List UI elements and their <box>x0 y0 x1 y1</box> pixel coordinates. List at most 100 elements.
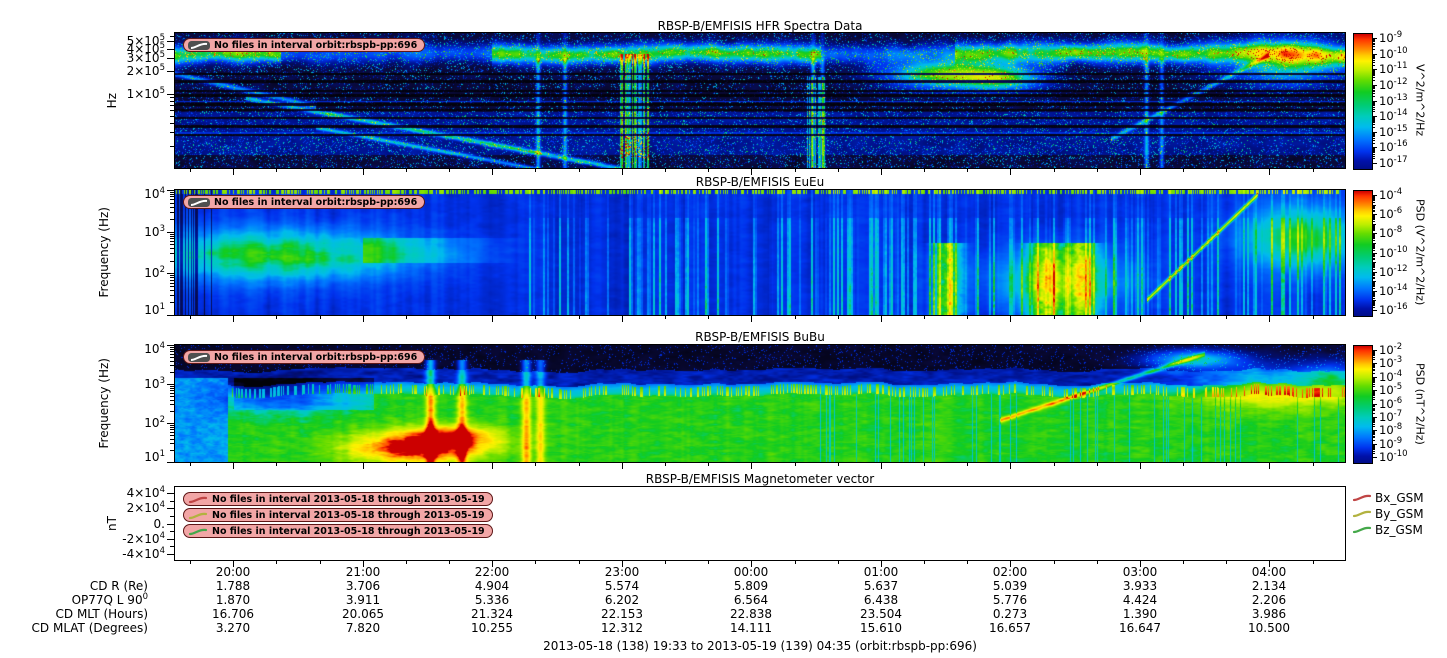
colorbar-minor-tick <box>1372 448 1375 449</box>
colorbar-minor-tick <box>1372 282 1375 283</box>
y-minor-tick <box>170 396 174 397</box>
colorbar-minor-tick <box>1372 391 1375 392</box>
time-tick-label: 23:00 <box>604 565 640 579</box>
colorbar-tick-label: 10-8 <box>1379 422 1403 437</box>
y-tick <box>167 71 174 72</box>
x-tick <box>1269 561 1270 567</box>
colorbar-mid-tick <box>1372 205 1376 206</box>
colorbar-minor-tick <box>1372 283 1375 284</box>
colorbar-minor-tick <box>1372 244 1375 245</box>
table-row-label: CD MLAT (Degrees) <box>31 621 148 635</box>
colorbar-minor-tick <box>1372 272 1375 273</box>
colorbar-minor-tick <box>1372 208 1375 209</box>
colorbar-minor-tick <box>1372 132 1375 133</box>
colorbar-minor-tick <box>1372 352 1375 353</box>
no-data-badge-text: No files in interval orbit:rbspb-pp:696 <box>214 39 418 51</box>
y-minor-tick <box>170 199 174 200</box>
colorbar-tick-label: 10-16 <box>1379 139 1408 154</box>
colorbar-tick-label: 10-10 <box>1379 449 1408 464</box>
colorbar-minor-tick <box>1372 256 1375 257</box>
y-minor-tick <box>170 283 174 284</box>
x-minor-tick <box>406 169 407 172</box>
time-tick-label: 04:00 <box>1251 565 1287 579</box>
no-data-icon <box>188 40 210 50</box>
colorbar-minor-tick <box>1372 394 1375 395</box>
colorbar-minor-tick <box>1372 437 1375 438</box>
colorbar-minor-tick <box>1372 111 1375 112</box>
colorbar-minor-tick <box>1372 117 1375 118</box>
y-tick <box>167 49 174 50</box>
time-tick-label: 00:00 <box>733 565 769 579</box>
x-tick <box>492 169 493 175</box>
colorbar-minor-tick <box>1372 247 1375 248</box>
x-minor-tick <box>1097 463 1098 466</box>
colorbar-minor-tick <box>1372 215 1375 216</box>
colorbar-minor-tick <box>1372 140 1375 141</box>
colorbar-minor-tick <box>1372 107 1375 108</box>
x-minor-tick <box>924 463 925 466</box>
x-tick <box>622 463 623 469</box>
colorbar-minor-tick <box>1372 240 1375 241</box>
x-tick <box>1140 169 1141 175</box>
colorbar-tick-label: 10-12 <box>1379 77 1408 92</box>
colorbar-minor-tick <box>1372 447 1375 448</box>
legend-item: Bz_GSM <box>1352 523 1423 537</box>
colorbar-minor-tick <box>1372 196 1375 197</box>
x-minor-tick <box>535 316 536 319</box>
x-minor-tick <box>665 169 666 172</box>
no-data-badge-text: No files in interval orbit:rbspb-pp:696 <box>214 196 418 208</box>
colorbar-minor-tick <box>1372 134 1375 135</box>
x-minor-tick <box>665 316 666 319</box>
time-tick-label: 22:00 <box>474 565 510 579</box>
colorbar-minor-tick <box>1372 417 1375 418</box>
x-minor-tick <box>838 561 839 564</box>
table-cell: 23.504 <box>860 607 902 621</box>
table-cell: 3.933 <box>1122 579 1158 593</box>
colorbar-minor-tick <box>1372 210 1375 211</box>
colorbar-tick <box>1372 430 1377 431</box>
y-minor-tick <box>170 105 174 106</box>
y-tick-label: 104 <box>144 341 165 356</box>
x-tick <box>881 169 882 175</box>
colorbar-minor-tick <box>1372 359 1375 360</box>
y-minor-tick <box>170 207 174 208</box>
colorbar-tick-label: 10-7 <box>1379 409 1403 424</box>
table-cell: 16.647 <box>1119 621 1161 635</box>
time-tick-label: 21:00 <box>345 565 381 579</box>
colorbar-minor-tick <box>1372 236 1375 237</box>
x-minor-tick <box>190 463 191 466</box>
table-cell: 15.610 <box>860 621 902 635</box>
x-tick <box>881 316 882 322</box>
colorbar-minor-tick <box>1372 238 1375 239</box>
x-minor-tick <box>276 561 277 564</box>
colorbar-minor-tick <box>1372 264 1375 265</box>
colorbar-minor-tick <box>1372 284 1375 285</box>
y-minor-tick <box>170 427 174 428</box>
y-tick <box>167 232 174 233</box>
y-minor-tick <box>170 203 174 204</box>
colorbar-minor-tick <box>1372 445 1375 446</box>
colorbar-minor-tick <box>1372 121 1375 122</box>
colorbar-minor-tick <box>1372 405 1375 406</box>
table-cell: 5.574 <box>604 579 640 593</box>
x-minor-tick <box>967 316 968 319</box>
no-data-badge: No files in interval orbit:rbspb-pp:696 <box>183 38 426 52</box>
colorbar-minor-tick <box>1372 195 1375 196</box>
colorbar-minor-tick <box>1372 302 1375 303</box>
table-cell: 0.273 <box>992 607 1028 621</box>
colorbar-tick <box>1372 69 1377 70</box>
colorbar-minor-tick <box>1372 119 1375 120</box>
colorbar-tick-label: 10-2 <box>1379 342 1403 357</box>
x-minor-tick <box>276 316 277 319</box>
colorbar-minor-tick <box>1372 365 1375 366</box>
x-tick <box>492 561 493 567</box>
colorbar-minor-tick <box>1372 65 1375 66</box>
x-minor-tick <box>320 316 321 319</box>
time-tick-label: 20:00 <box>215 565 251 579</box>
y-minor-tick <box>170 302 174 303</box>
table-cell: 22.153 <box>601 607 643 621</box>
y-tick <box>167 539 174 540</box>
x-minor-tick <box>795 463 796 466</box>
x-minor-tick <box>579 169 580 172</box>
colorbar-minor-tick <box>1372 392 1375 393</box>
